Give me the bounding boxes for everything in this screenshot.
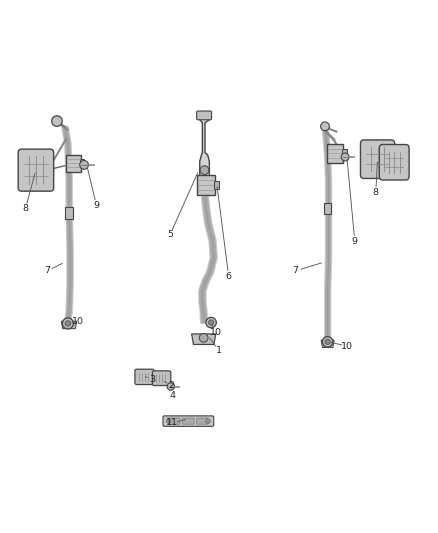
Circle shape [325, 339, 330, 344]
FancyBboxPatch shape [327, 144, 343, 163]
Text: 1: 1 [216, 346, 222, 355]
Text: 11: 11 [166, 418, 178, 427]
Circle shape [167, 383, 174, 390]
Circle shape [206, 317, 216, 328]
Text: 9: 9 [93, 201, 99, 209]
Text: 4: 4 [169, 391, 175, 400]
FancyBboxPatch shape [214, 181, 219, 190]
FancyBboxPatch shape [343, 149, 347, 158]
Circle shape [52, 116, 62, 126]
FancyBboxPatch shape [80, 159, 85, 167]
FancyBboxPatch shape [65, 207, 73, 219]
FancyBboxPatch shape [183, 418, 194, 424]
FancyBboxPatch shape [197, 111, 212, 120]
Circle shape [80, 160, 88, 169]
Circle shape [208, 320, 214, 325]
FancyBboxPatch shape [360, 140, 395, 179]
FancyBboxPatch shape [379, 144, 409, 180]
Circle shape [206, 419, 210, 423]
Circle shape [166, 419, 171, 423]
Circle shape [200, 166, 209, 174]
Polygon shape [192, 334, 216, 344]
Text: 6: 6 [226, 272, 232, 281]
Circle shape [321, 122, 329, 131]
Text: 10: 10 [209, 328, 222, 337]
FancyBboxPatch shape [169, 418, 180, 424]
Circle shape [199, 334, 208, 342]
Text: 3: 3 [149, 375, 155, 384]
Circle shape [322, 337, 333, 347]
Circle shape [62, 318, 74, 329]
FancyBboxPatch shape [18, 149, 53, 191]
FancyBboxPatch shape [66, 155, 81, 172]
Text: 7: 7 [44, 266, 50, 276]
Text: 10: 10 [341, 342, 353, 351]
Circle shape [65, 321, 71, 326]
Circle shape [341, 153, 349, 161]
FancyBboxPatch shape [135, 369, 154, 384]
FancyBboxPatch shape [197, 175, 215, 195]
FancyBboxPatch shape [197, 418, 208, 424]
Polygon shape [61, 321, 77, 329]
Text: 5: 5 [167, 230, 173, 239]
FancyBboxPatch shape [324, 203, 331, 214]
Text: 8: 8 [22, 204, 28, 213]
Text: 10: 10 [72, 317, 84, 326]
Text: 9: 9 [352, 237, 358, 246]
Polygon shape [198, 118, 210, 181]
FancyBboxPatch shape [163, 416, 214, 426]
Text: 2: 2 [169, 381, 175, 390]
Polygon shape [321, 340, 334, 348]
Text: 8: 8 [373, 188, 379, 197]
Text: 7: 7 [293, 266, 299, 276]
FancyBboxPatch shape [152, 371, 171, 385]
